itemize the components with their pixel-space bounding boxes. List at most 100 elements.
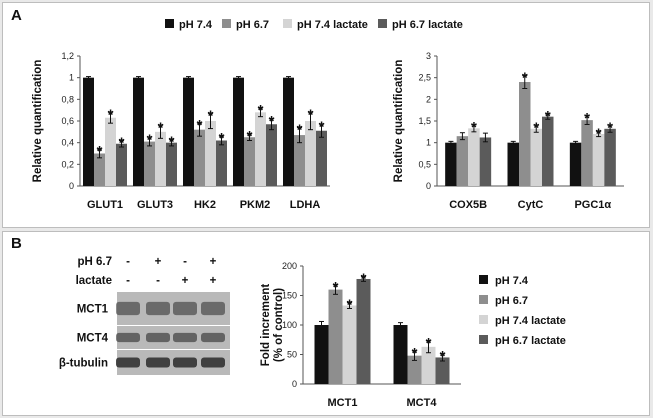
blot-protein-label: MCT1 — [77, 304, 109, 316]
blot-band — [116, 357, 140, 368]
chart2-bar — [328, 289, 343, 384]
legend-b-swatch — [479, 335, 488, 344]
chart0-bar — [266, 124, 277, 186]
chart1-y-tick-label: 3 — [426, 51, 431, 61]
chart0-bar — [116, 143, 127, 186]
chart2-significance-star: * — [333, 279, 339, 296]
blot-band — [201, 357, 225, 368]
chart2-y-tick-label: 100 — [282, 320, 297, 330]
legend-a-swatch — [165, 19, 174, 28]
chart0-y-axis-title: Relative quantification — [32, 60, 44, 183]
chart1-significance-star: * — [596, 125, 602, 142]
chart1-category-label: PGC1α — [574, 199, 611, 211]
chart1-significance-star: * — [471, 119, 477, 136]
chart0-bar — [205, 121, 216, 186]
panel-b: B — [2, 231, 650, 416]
chart2-y-tick-label: 0 — [292, 379, 297, 389]
chart0-bar — [294, 135, 305, 186]
chart1-bar — [468, 128, 480, 186]
chart1-y-tick-label: 0,5 — [418, 159, 431, 169]
legend-a-label: pH 7.4 — [179, 19, 213, 31]
chart1-bar — [530, 128, 542, 186]
chart0-bar — [155, 131, 166, 186]
chart1-category-label: COX5B — [449, 199, 487, 211]
chart0-bar — [305, 121, 316, 186]
chart0-bar — [255, 112, 266, 186]
legend-b-swatch — [479, 315, 488, 324]
chart0-significance-star: * — [219, 130, 225, 147]
chart1-y-tick-label: 2 — [426, 94, 431, 104]
legend-b-label: pH 7.4 lactate — [495, 315, 566, 327]
chart1-y-tick-label: 1,5 — [418, 116, 431, 126]
chart1-significance-star: * — [533, 119, 539, 136]
chart1-significance-star: * — [607, 119, 613, 136]
legend-a-swatch — [378, 19, 387, 28]
chart2-bar — [435, 357, 450, 384]
blot-protein-label: β-tubulin — [59, 358, 108, 370]
chart0-significance-star: * — [247, 128, 253, 145]
chart0-significance-star: * — [297, 122, 303, 139]
chart0-category-label: GLUT3 — [137, 199, 173, 211]
chart2-bar — [421, 346, 436, 384]
panel-label-a: A — [11, 7, 22, 24]
chart2-bar — [342, 305, 357, 384]
legend-b-label: pH 6.7 — [495, 295, 528, 307]
legend-b-swatch — [479, 275, 488, 284]
chart1-significance-star: * — [522, 70, 528, 87]
chart0-y-tick-label: 1 — [69, 73, 74, 83]
chart0-bar — [83, 77, 94, 186]
blot-band — [116, 301, 140, 316]
legend-a-label: pH 6.7 — [236, 19, 269, 31]
chart0-bar — [105, 117, 116, 186]
blot-condition-mark: + — [210, 275, 217, 287]
chart0-y-tick-label: 0,2 — [61, 159, 74, 169]
blot-band — [173, 357, 197, 368]
legend-a-swatch — [283, 19, 292, 28]
chart0-significance-star: * — [197, 117, 203, 134]
blot-condition-mark: - — [126, 275, 130, 287]
chart0-y-tick-label: 0 — [69, 181, 74, 191]
chart1-bar — [569, 142, 582, 186]
chart0-significance-star: * — [258, 102, 264, 119]
blot-band — [201, 332, 225, 343]
chart1-bar — [507, 142, 519, 186]
chart2-significance-star: * — [412, 345, 418, 362]
chart1-bar — [604, 128, 616, 186]
chart1-y-tick-label: 0 — [426, 181, 431, 191]
chart1-bar — [542, 116, 554, 186]
chart2-bar — [356, 278, 371, 384]
chart2-y-tick-label: 50 — [287, 350, 297, 360]
chart0-y-tick-label: 1,2 — [61, 51, 74, 61]
chart1-bar — [445, 142, 457, 186]
chart2-bar — [407, 355, 422, 384]
chart1-bar — [456, 136, 469, 186]
chart2-bar — [314, 325, 329, 384]
chart0-category-label: GLUT1 — [87, 199, 123, 211]
legend-a-label: pH 6.7 lactate — [392, 19, 463, 31]
legend-b-swatch — [479, 295, 488, 304]
chart2-significance-star: * — [361, 271, 367, 288]
chart1-significance-star: * — [584, 110, 590, 127]
chart0-bar — [283, 77, 294, 186]
legend-a-swatch — [222, 19, 231, 28]
chart1-y-tick-label: 1 — [426, 138, 431, 148]
chart0-category-label: LDHA — [290, 199, 321, 211]
chart0-significance-star: * — [208, 107, 214, 124]
chart0-significance-star: * — [158, 119, 164, 136]
chart0-bar — [194, 129, 205, 186]
chart0-bar — [144, 141, 155, 186]
blot-condition-mark: + — [182, 275, 189, 287]
chart2-y-tick-label: 150 — [282, 291, 297, 301]
chart0-bar — [133, 77, 144, 186]
chart2-y-tick-label: 200 — [282, 261, 297, 271]
chart0-category-label: HK2 — [194, 199, 216, 211]
blot-condition-label: pH 6.7 — [77, 256, 112, 268]
chart0-y-tick-label: 0,6 — [61, 116, 74, 126]
chart0-y-tick-label: 0,4 — [61, 138, 74, 148]
chart1-significance-star: * — [545, 108, 551, 125]
blot-protein-label: MCT4 — [77, 333, 109, 345]
chart0-significance-star: * — [269, 113, 275, 130]
chart1-y-tick-label: 2,5 — [418, 73, 431, 83]
blot-band — [116, 332, 140, 343]
chart2-category-label: MCT4 — [407, 397, 438, 409]
